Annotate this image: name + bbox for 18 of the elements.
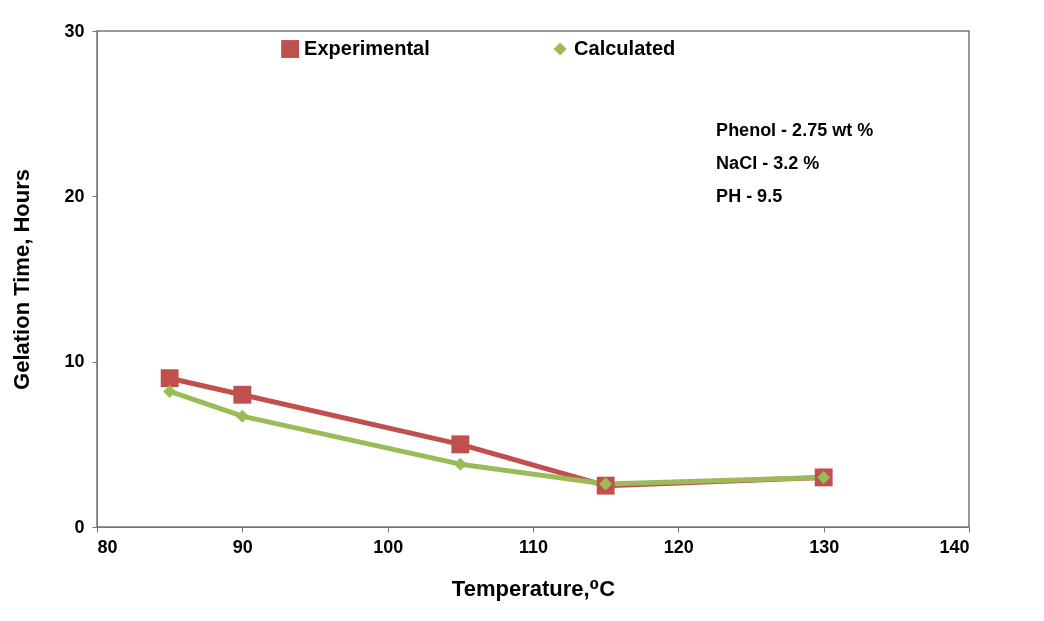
x-tick-label: 110 [518,536,549,557]
y-axis-title: Gelation Time, Hours [9,169,35,390]
x-tick-label: 140 [939,536,970,557]
y-tick-label: 0 [74,516,85,537]
annotation: NaCl - 3.2 % [716,153,820,173]
x-tick-label: 130 [809,536,840,557]
legend-label: Calculated [574,37,676,59]
annotation: PH - 9.5 [716,186,783,206]
x-tick-label: 120 [663,536,694,557]
x-tick-label: 80 [97,536,118,557]
y-tick-label: 30 [64,20,85,41]
y-tick-label: 10 [64,351,85,372]
x-tick-label: 90 [232,536,253,557]
y-tick-label: 20 [64,185,85,206]
legend-label: Experimental [304,37,430,59]
x-axis-title: Temperature,⁰C [451,575,616,601]
x-tick-label: 100 [373,536,404,557]
annotation: Phenol - 2.75 wt % [716,120,874,140]
